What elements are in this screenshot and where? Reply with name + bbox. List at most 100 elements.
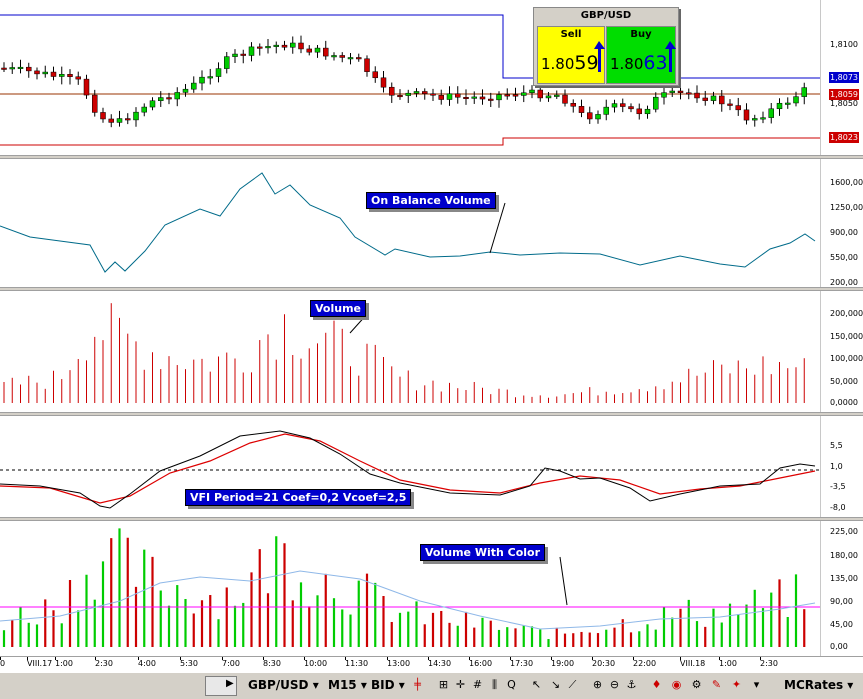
time-label: 10:00 <box>304 659 328 668</box>
fibo-icon[interactable]: ⚓ <box>626 678 637 691</box>
candle-body <box>479 96 486 100</box>
settings-icon[interactable]: ⚙ <box>691 678 702 691</box>
vwc-callout-pointer <box>559 556 568 606</box>
zoom-in-icon[interactable]: ⊕ <box>592 678 603 691</box>
candle-body <box>323 47 329 57</box>
candle-body <box>125 118 131 121</box>
crosshair-icon[interactable]: ✛ <box>455 678 466 691</box>
obv-tick: 200,00 <box>830 278 858 287</box>
chart-type-icon[interactable]: ╪ <box>414 678 421 691</box>
volume-title: Volume <box>310 300 366 317</box>
vwc-title: Volume With Color <box>420 544 546 561</box>
panel-splitter[interactable] <box>0 287 863 291</box>
panel-splitter[interactable] <box>0 517 863 521</box>
time-label: 13:00 <box>387 659 411 668</box>
panel-splitter[interactable] <box>0 412 863 416</box>
chart-toolbar: ▶ GBP/USD ▾ M15 ▾ BID ▾ ╪ ⊞ ✛ # ⫼ Q ↖ ↘ … <box>0 672 863 699</box>
candlestick-chart[interactable] <box>0 0 820 155</box>
candle-body <box>26 66 32 72</box>
text-icon[interactable]: ✎ <box>711 678 722 691</box>
candle-icon[interactable]: ⫼ <box>491 678 498 691</box>
timeframe-selector[interactable]: M15 ▾ <box>328 678 367 692</box>
provider-selector[interactable]: MCRates ▾ <box>784 678 854 692</box>
candle-body <box>108 118 114 123</box>
candle-body <box>562 94 568 104</box>
vwc-tick: 90,00 <box>830 597 853 606</box>
candle-body <box>50 71 57 77</box>
time-tick <box>138 657 139 660</box>
volume-tick: 200,000 <box>830 309 863 318</box>
candle-body <box>669 90 675 93</box>
vfi-main-line <box>0 430 816 509</box>
candle-body <box>281 44 288 48</box>
symbol-selector[interactable]: GBP/USD ▾ <box>248 678 319 692</box>
candle-body <box>149 100 156 108</box>
sell-button[interactable]: Sell 1.8059 <box>537 26 605 84</box>
zoom-out-icon[interactable]: ⊖ <box>609 678 620 691</box>
low-price-label: 1,8023 <box>829 132 859 143</box>
time-tick <box>0 657 1 660</box>
candle-body <box>248 46 255 56</box>
candle-body <box>9 67 15 70</box>
candle-body <box>438 95 444 100</box>
obv-callout-pointer <box>489 202 506 254</box>
candle-body <box>59 74 65 77</box>
candle-body <box>314 47 321 53</box>
price-tick: 1,8050 <box>830 99 858 108</box>
candle-body <box>735 105 741 111</box>
obv-tick: 900,00 <box>830 228 858 237</box>
grid-icon[interactable]: # <box>472 678 483 691</box>
volume-tick: 100,000 <box>830 354 863 363</box>
time-tick <box>551 657 552 660</box>
candle-body <box>793 96 799 104</box>
price-panel[interactable] <box>0 0 820 155</box>
candle-body <box>405 92 411 96</box>
vwc-tick: 180,00 <box>830 551 858 560</box>
cursor-icon[interactable]: ↖ <box>531 678 542 691</box>
current-price-label: 1,8059 <box>829 89 859 100</box>
channel-icon[interactable]: ⟋ <box>568 678 577 691</box>
candle-body <box>141 106 147 113</box>
buy-button[interactable]: Buy 1.8063 <box>606 26 676 84</box>
price-type-selector[interactable]: BID ▾ <box>371 678 405 692</box>
vwc-panel[interactable] <box>0 521 820 656</box>
obv-panel[interactable] <box>0 159 820 287</box>
marker-icon[interactable]: ♦ <box>651 678 662 691</box>
vfi-axis: 5,5 1,0 -3,5 -8,0 <box>820 416 863 517</box>
candle-body <box>83 78 90 96</box>
time-label: 20:30 <box>592 659 616 668</box>
candle-body <box>521 92 527 96</box>
candle-body <box>331 55 337 58</box>
arrow-up-icon <box>665 41 676 72</box>
vwc-tick: 225,00 <box>830 527 858 536</box>
time-label: 8:30 <box>263 659 281 668</box>
alert-icon[interactable]: ✦ <box>731 678 742 691</box>
candle-body <box>620 103 626 107</box>
candle-body <box>471 96 477 99</box>
candle-body <box>422 91 428 94</box>
obv-line <box>0 172 816 273</box>
candle-body <box>100 112 106 120</box>
search-icon[interactable]: Q <box>507 678 516 691</box>
candle-body <box>463 97 469 100</box>
vfi-tick: 1,0 <box>830 462 843 471</box>
candle-body <box>356 57 362 60</box>
vwc-tick: 45,00 <box>830 620 853 629</box>
candle-body <box>430 93 436 96</box>
scroll-button[interactable]: ▶ <box>205 676 237 696</box>
volume-panel[interactable] <box>0 291 820 412</box>
indicator-icon[interactable]: ◉ <box>671 678 682 691</box>
chart-menu-icon[interactable]: ▾ <box>753 678 760 691</box>
volume-tick: 150,000 <box>830 332 863 341</box>
bar-chart-icon[interactable]: ⊞ <box>438 678 449 691</box>
candle-body <box>776 102 783 110</box>
candle-body <box>265 46 271 49</box>
sell-label: Sell <box>560 29 582 40</box>
trendline-icon[interactable]: ↘ <box>550 678 561 691</box>
time-tick <box>469 657 470 660</box>
time-tick <box>180 657 181 660</box>
candle-body <box>42 71 48 75</box>
panel-splitter[interactable] <box>0 155 863 159</box>
candle-body <box>257 46 263 49</box>
